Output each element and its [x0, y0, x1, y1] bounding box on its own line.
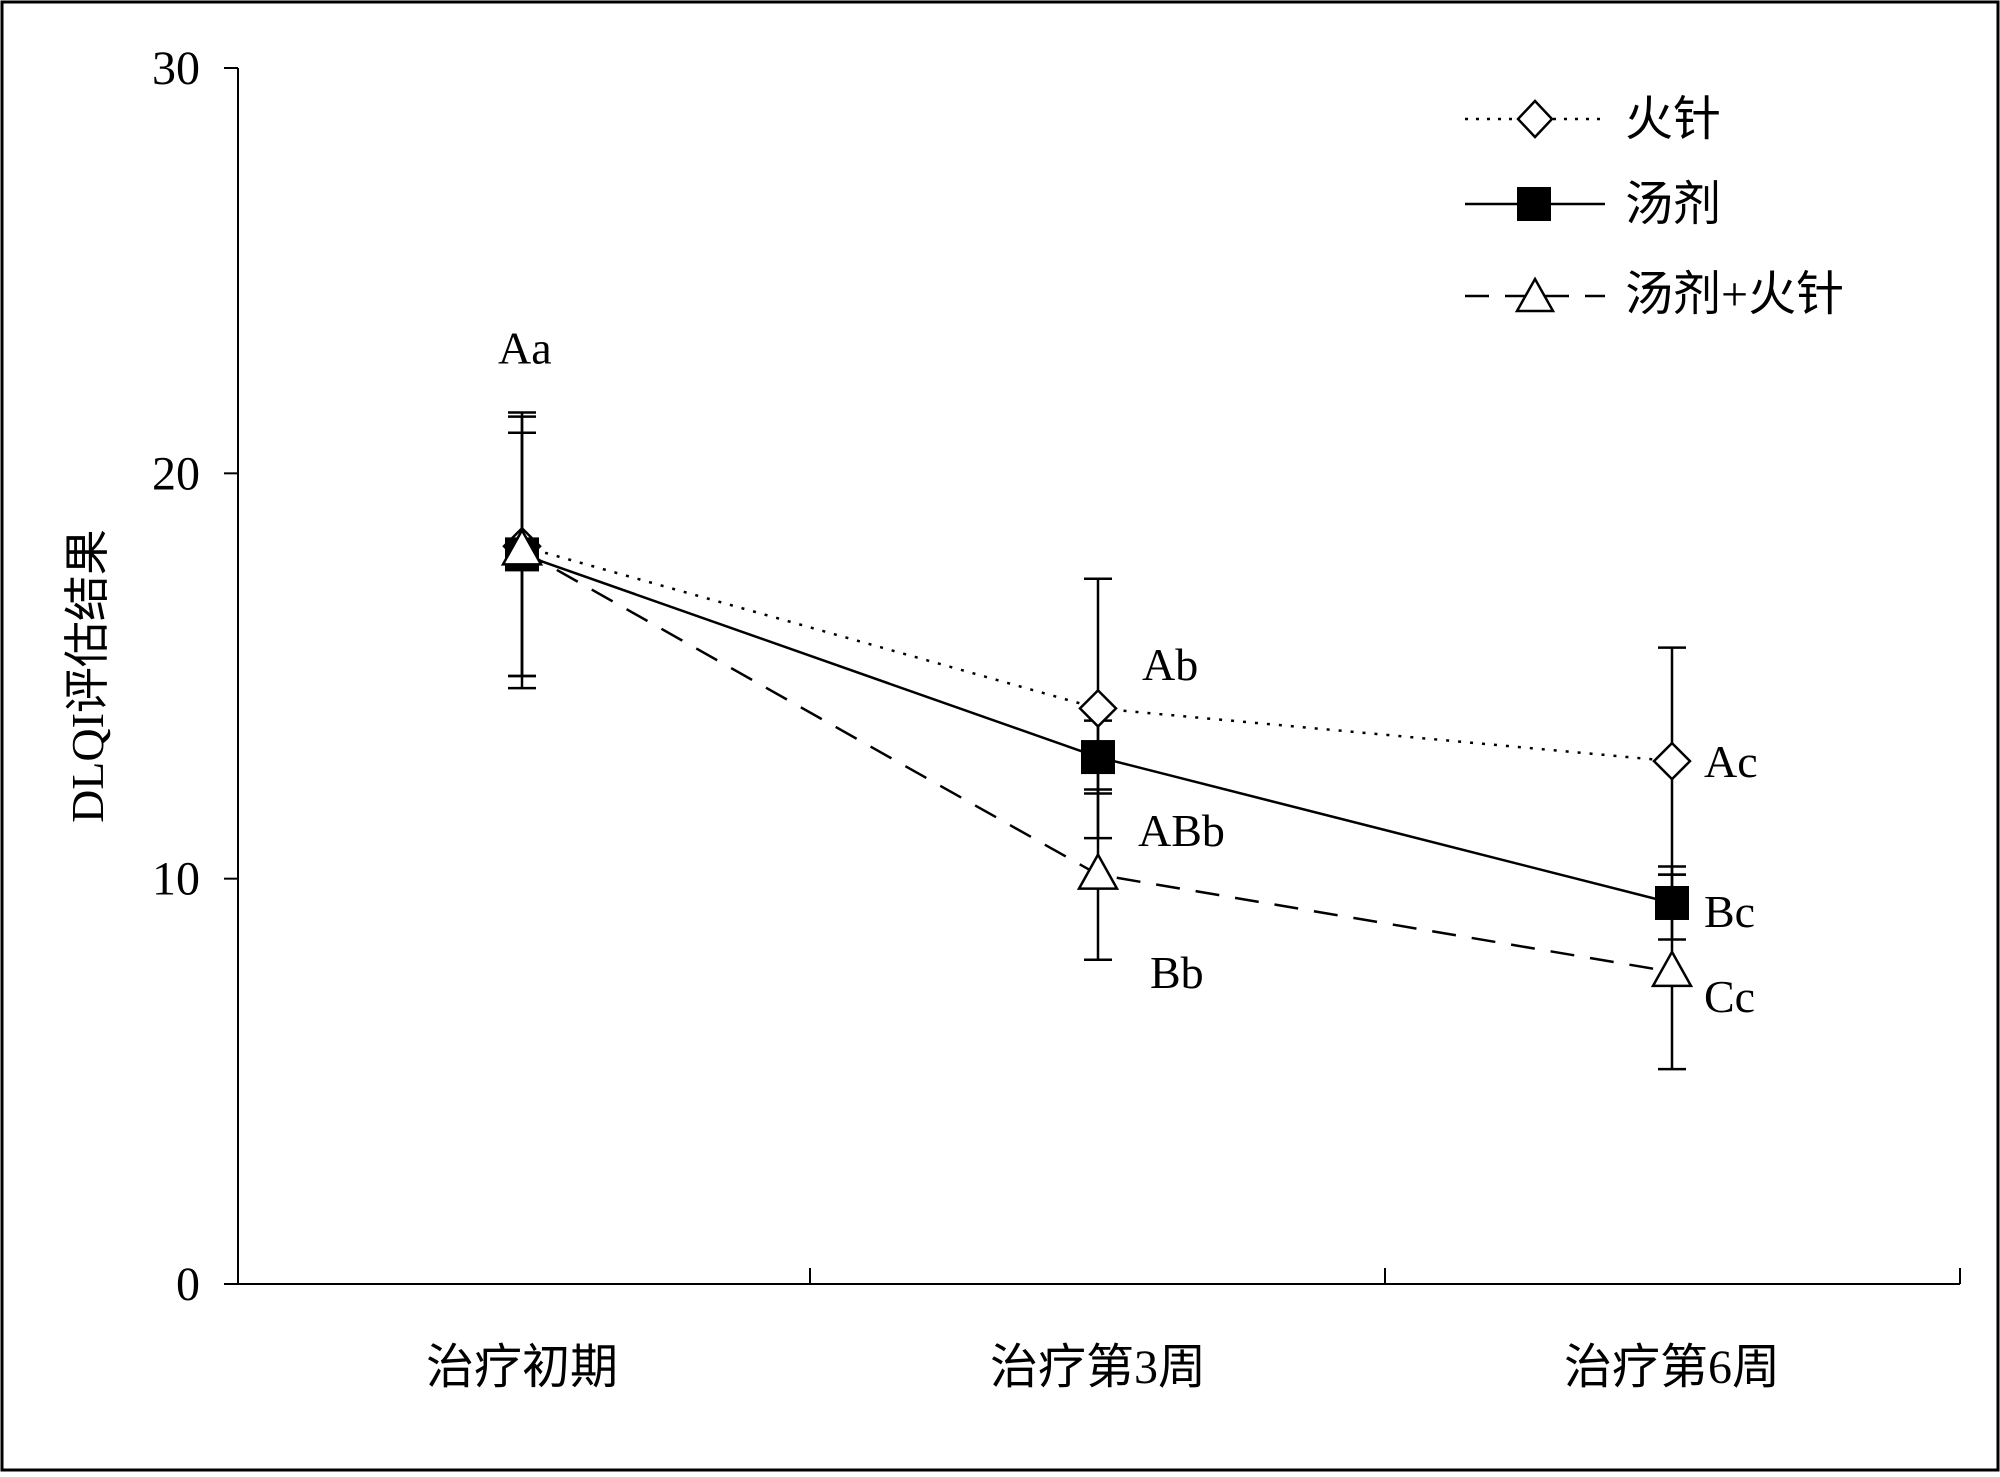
legend-item-tangji: 汤剂 [1465, 178, 1721, 231]
square-marker [1081, 740, 1115, 775]
legend-diamond-marker [1516, 99, 1554, 139]
y-tick-label: 30 [152, 42, 200, 95]
category-labels: 治疗初期 治疗第3周 治疗第6周 [426, 1341, 1780, 1394]
x-tick-label: 治疗初期 [426, 1341, 618, 1394]
series-markers [500, 526, 1694, 988]
y-tick-label: 20 [152, 447, 200, 500]
legend-label: 汤剂 [1625, 178, 1721, 231]
significance-annotations: Aa Ab ABb Bb Ac Bc Cc [498, 323, 1758, 1023]
legend-item-huozhen: 火针 [1465, 93, 1721, 146]
legend-label: 汤剂+火针 [1625, 268, 1844, 321]
significance-label: Cc [1704, 971, 1755, 1022]
triangle-marker [1076, 852, 1120, 890]
y-tick-label: 0 [176, 1258, 200, 1311]
y-axis-label: DLQI评估结果 [62, 529, 113, 823]
y-tick-label: 10 [152, 853, 200, 906]
x-ticks [237, 1268, 1961, 1284]
significance-label: Ac [1704, 736, 1758, 787]
significance-label: Bc [1704, 886, 1755, 937]
triangle-marker [1650, 949, 1694, 988]
x-tick-label: 治疗第6周 [1564, 1341, 1780, 1394]
x-tick-label: 治疗第3周 [990, 1341, 1206, 1394]
y-ticks: 0 10 20 30 [152, 42, 238, 1311]
significance-label: ABb [1138, 805, 1225, 856]
legend-square-marker [1517, 187, 1551, 221]
legend-item-tangji-huozhen: 汤剂+火针 [1465, 268, 1844, 321]
legend-triangle-marker [1514, 276, 1556, 313]
significance-label: Aa [498, 323, 552, 374]
diamond-marker [1078, 688, 1118, 729]
diamond-marker [1652, 741, 1692, 781]
triangle-marker [500, 527, 544, 566]
square-marker [1655, 885, 1689, 920]
significance-label: Bb [1150, 947, 1204, 998]
legend-label: 火针 [1625, 93, 1721, 146]
significance-label: Ab [1142, 639, 1198, 690]
legend: 火针 汤剂 汤剂+火针 [1465, 93, 1844, 321]
